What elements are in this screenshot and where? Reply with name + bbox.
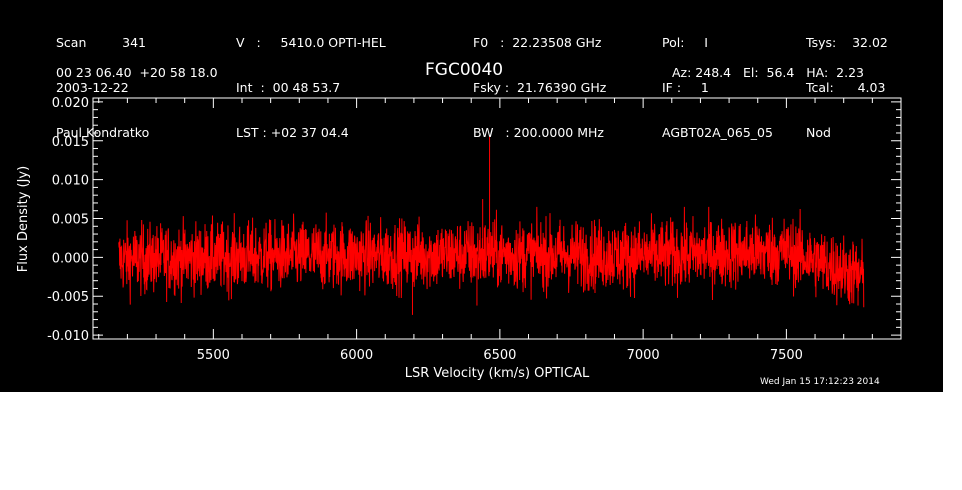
y-axis-title: Flux Density (Jy)	[16, 166, 31, 272]
spectrum-trace	[118, 206, 865, 308]
f0-label: F0 : 22.23508 GHz	[473, 35, 602, 50]
pol-label: Pol: I	[662, 35, 708, 50]
integration-label: Int : 00 48 53.7	[236, 80, 341, 95]
y-tick-label: 0.010	[52, 174, 89, 189]
plot-frame	[92, 97, 902, 340]
mode-label: Nod	[806, 125, 831, 140]
header-col-velocity: V : 5410.0 OPTI-HEL Int : 00 48 53.7 LST…	[236, 5, 386, 170]
x-tick-label: 7500	[770, 348, 803, 363]
az-el-ha-label: Az: 248.4 El: 56.4 HA: 2.23	[672, 65, 865, 80]
x-tick-labels: 5500 6000 6500 7000 7500	[197, 348, 803, 363]
x-tick-label: 7000	[627, 348, 660, 363]
lst-label: LST : +02 37 04.4	[236, 125, 349, 140]
y-tick-label: -0.010	[47, 329, 89, 344]
spectrum-chart: 5500 6000 6500 7000 7500 -0.010 -0.005 0.000 0.…	[16, 96, 902, 381]
spectrum-spikes	[411, 136, 859, 315]
bandwidth-label: BW : 200.0000 MHz	[473, 125, 604, 140]
x-axis-title: LSR Velocity (km/s) OPTICAL	[405, 366, 590, 381]
header-col-scan: Scan 341 2003-12-22 Paul Kondratko	[56, 5, 149, 170]
source-name: FGC0040	[425, 60, 504, 80]
y-tick-label: 0.000	[52, 251, 89, 266]
header-col-pol: Pol: I IF : 1 AGBT02A_065_05	[662, 5, 773, 170]
spectrum-panel: Scan 341 2003-12-22 Paul Kondratko V : 5…	[0, 0, 943, 392]
y-tick-label: 0.015	[52, 135, 89, 150]
date-label: 2003-12-22	[56, 80, 129, 95]
tsys-label: Tsys: 32.02	[806, 35, 888, 50]
y-tick-labels: -0.010 -0.005 0.000 0.005 0.010 0.015 0.020	[47, 96, 89, 344]
observer-label: Paul Kondratko	[56, 125, 150, 140]
project-label: AGBT02A_065_05	[662, 125, 773, 140]
x-tick-label: 6500	[483, 348, 516, 363]
y-tick-label: -0.005	[47, 290, 89, 305]
x-tick-label: 5500	[197, 348, 230, 363]
fsky-label: Fsky : 21.76390 GHz	[473, 80, 607, 95]
header-col-frequency: F0 : 22.23508 GHz Fsky : 21.76390 GHz BW…	[473, 5, 606, 170]
x-tick-label: 6000	[340, 348, 373, 363]
scan-label: Scan 341	[56, 35, 147, 50]
header-col-tsys: Tsys: 32.02 Tcal: 4.03 Nod	[806, 5, 888, 170]
y-tick-label: 0.005	[52, 213, 89, 228]
coordinates-label: 00 23 06.40 +20 58 18.0	[56, 65, 218, 80]
tick-marks	[93, 98, 902, 339]
timestamp-label: Wed Jan 15 17:12:23 2014	[760, 377, 880, 387]
if-label: IF : 1	[662, 80, 709, 95]
tcal-label: Tcal: 4.03	[806, 80, 886, 95]
velocity-label: V : 5410.0 OPTI-HEL	[236, 35, 386, 50]
y-tick-label: 0.020	[52, 96, 89, 111]
